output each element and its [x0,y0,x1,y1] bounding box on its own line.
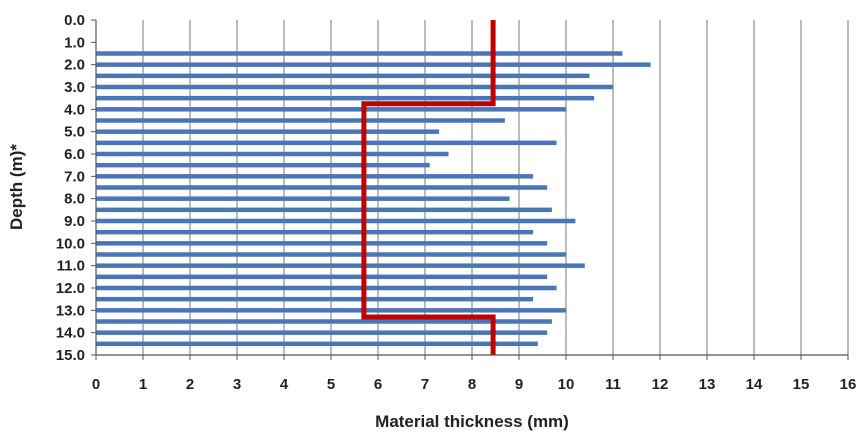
x-tick-label: 2 [186,376,194,393]
bar [96,129,440,134]
bar [96,62,651,67]
bar [96,241,548,246]
x-tick-label: 4 [280,376,289,393]
y-tick-label: 1.0 [64,34,85,51]
y-tick-label: 9.0 [64,213,85,230]
bar [96,296,534,302]
y-tick-label: 15.0 [56,347,85,364]
y-tick-label: 0.0 [64,12,85,29]
bar [96,196,510,201]
bar [96,51,623,56]
bar [96,218,576,224]
bar [96,285,557,291]
reference-step-line [361,20,496,355]
y-tick-label: 11.0 [57,258,85,275]
bar [96,151,449,157]
x-axis-title: Material thickness (mm) [375,412,569,431]
bars [96,51,651,347]
x-tick-label: 15 [793,376,810,393]
x-tick-label: 6 [374,376,382,393]
bar [96,341,538,347]
y-tick-label: 5.0 [64,124,85,141]
bar [96,162,430,168]
bar [96,140,557,146]
bar [96,308,566,313]
bar [96,229,534,235]
y-tick-label: 3.0 [64,79,85,96]
bar [96,330,548,335]
bar [96,174,534,179]
x-tick-labels: 0 1 2 3 4 5 6 7 8 9 10 11 12 13 14 15 16 [92,376,857,393]
y-tick-label: 6.0 [64,146,85,163]
reference-line [361,20,496,355]
y-tick-label: 2.0 [64,57,85,74]
x-tick-label: 5 [327,376,335,393]
bar [96,95,595,101]
bar [96,185,548,190]
y-tick-label: 13.0 [56,302,85,319]
bar [96,107,566,112]
x-tick-label: 14 [746,376,763,393]
x-tick-label: 0 [92,376,100,393]
x-tick-label: 13 [699,376,716,393]
bar [96,84,613,90]
bar [96,118,505,123]
bar [96,207,552,213]
x-tick-label: 3 [233,376,241,393]
bar [96,73,590,79]
y-tick-label: 7.0 [64,168,85,185]
y-tick-label: 4.0 [64,101,85,118]
x-tick-label: 9 [515,376,523,393]
x-tick-label: 12 [652,376,669,393]
y-tick-labels: 0.0 1.0 2.0 3.0 4.0 5.0 6.0 7.0 8.0 9.0 10.0 11.0 12… [56,12,85,364]
bar [96,263,585,268]
bar [96,252,566,257]
x-tick-label: 11 [605,376,621,393]
x-tick-label: 1 [139,376,147,393]
bar [96,319,552,324]
x-tick-label: 10 [558,376,575,393]
x-tick-label: 16 [840,376,857,393]
y-tick-label: 14.0 [56,325,85,342]
y-axis-title: Depth (m)* [7,144,26,230]
x-tick-label: 7 [421,376,429,393]
y-tick-label: 12.0 [56,280,85,297]
axes [91,19,849,360]
y-tick-label: 8.0 [64,191,85,208]
bar [96,274,548,280]
x-tick-label: 8 [468,376,476,393]
y-tick-label: 10.0 [56,235,85,252]
